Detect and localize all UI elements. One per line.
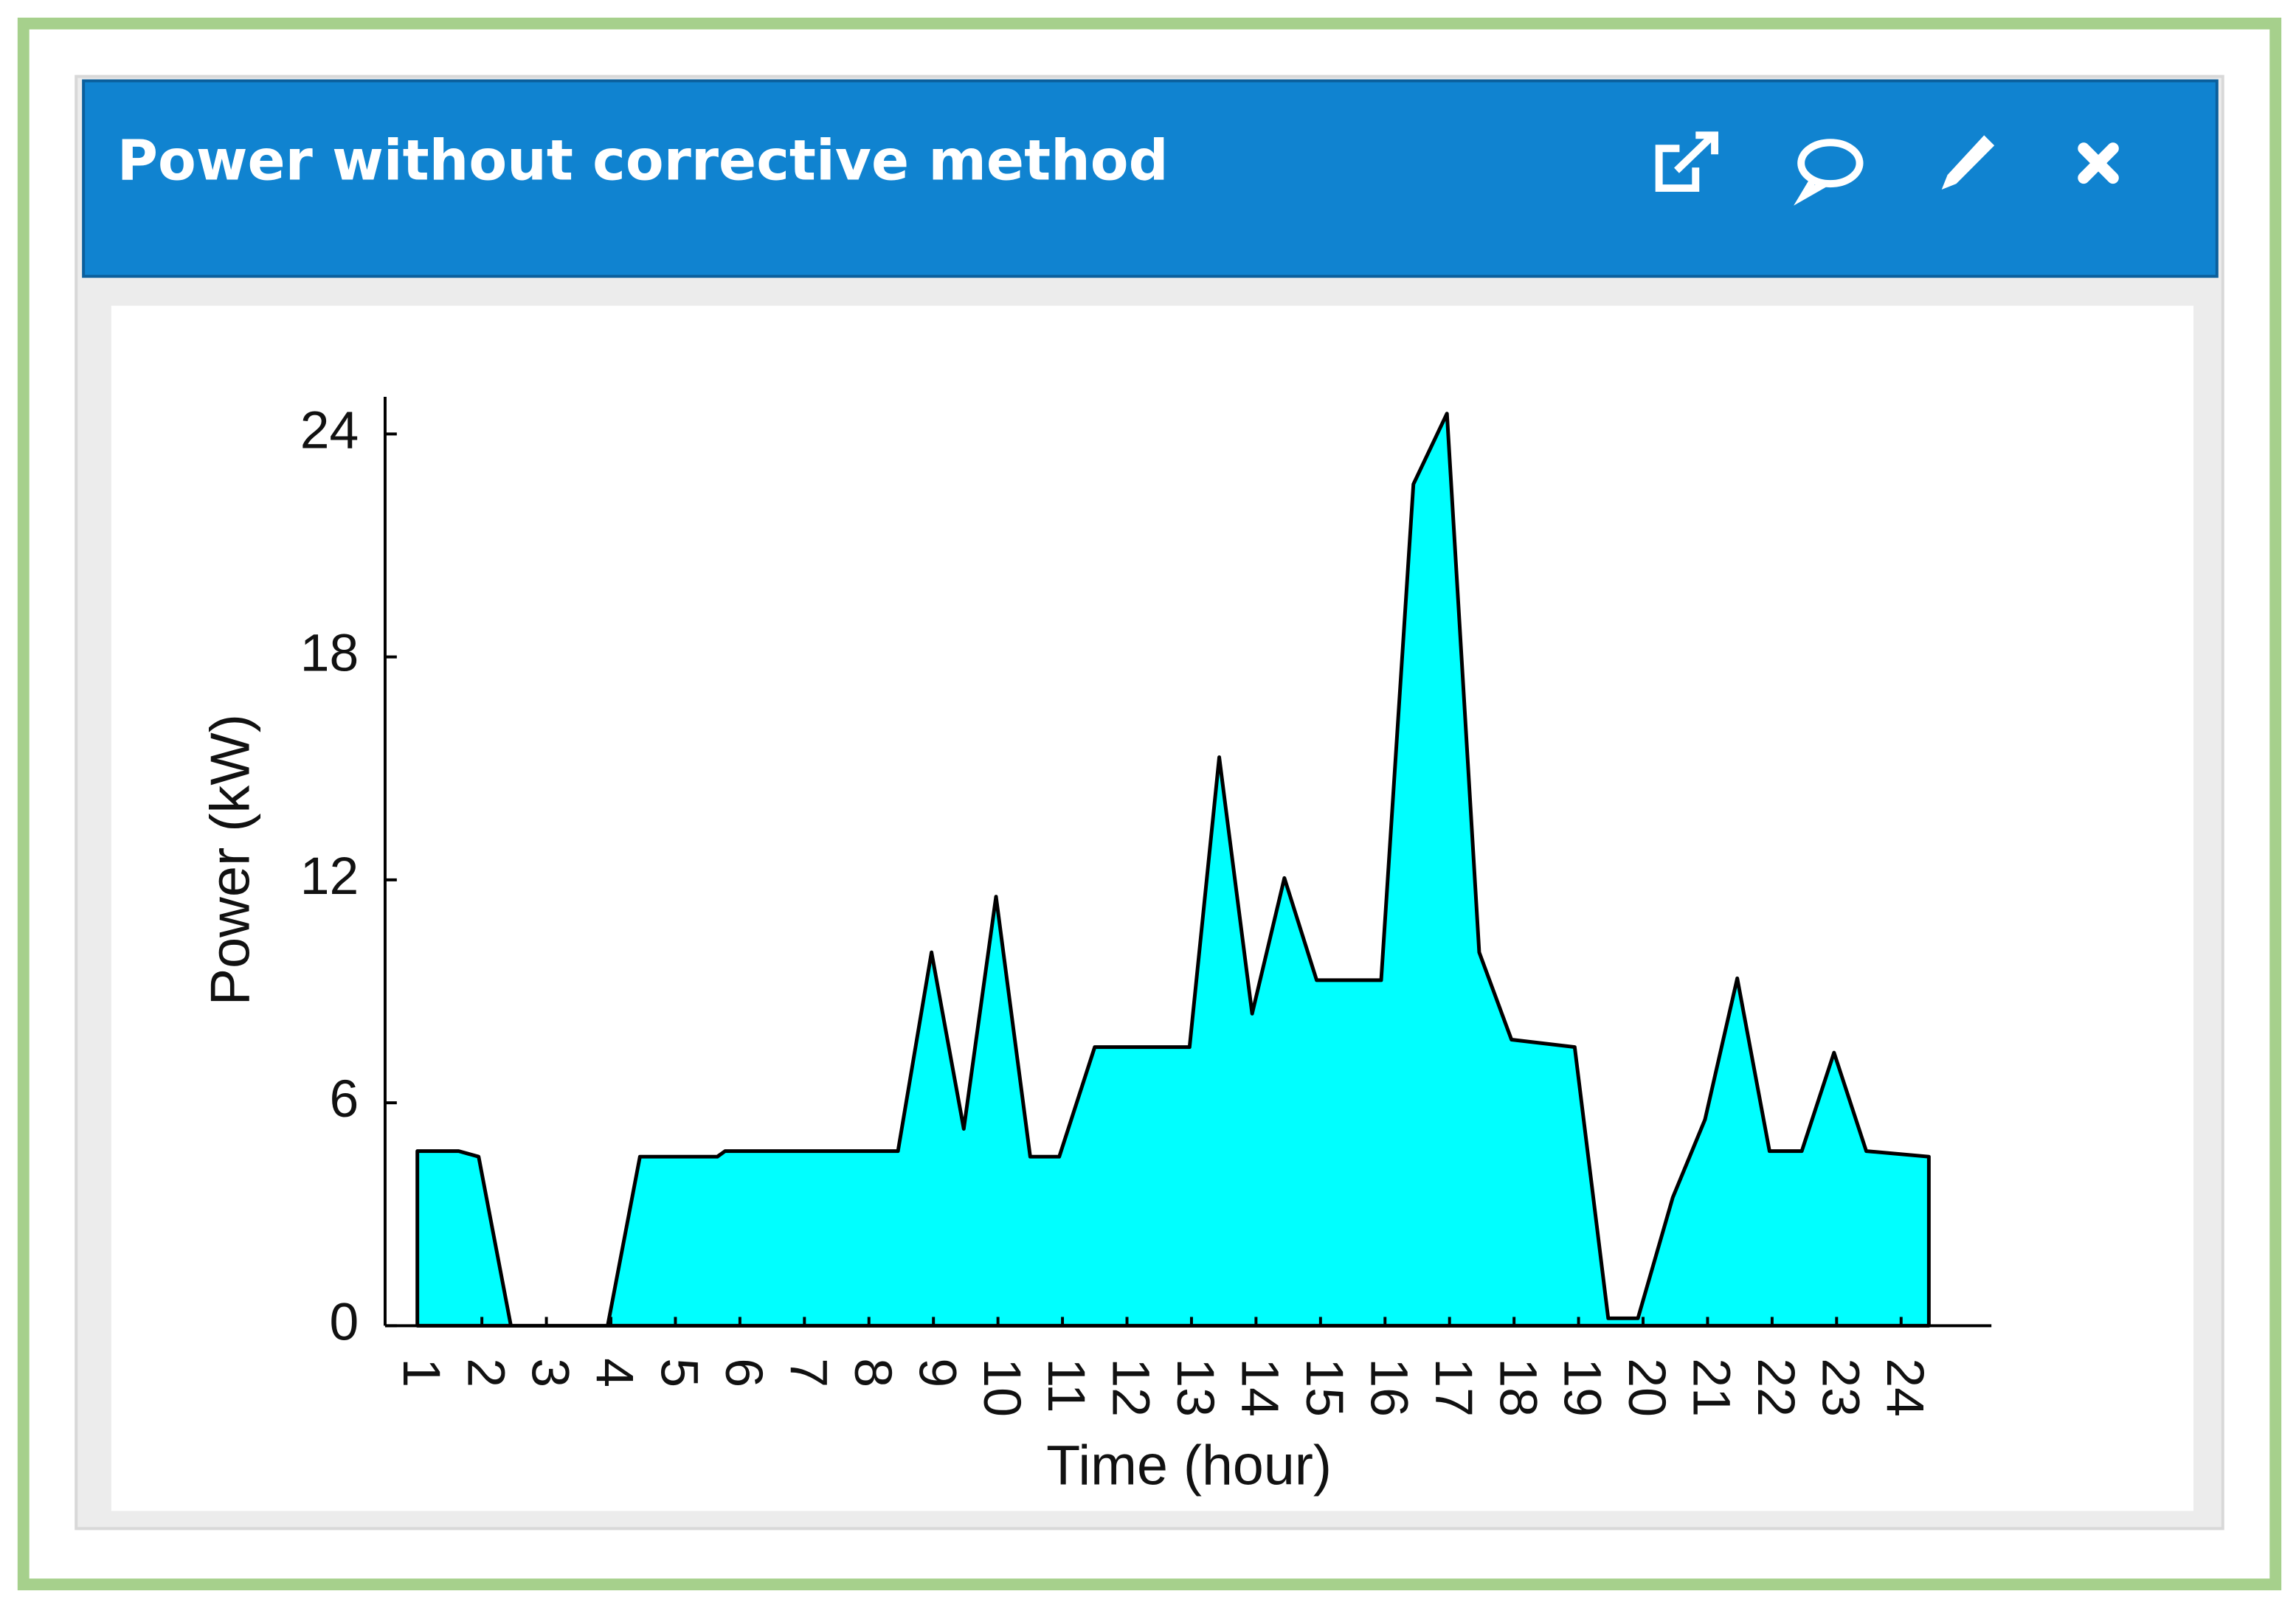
x-tick-label: 9 — [907, 1358, 967, 1387]
x-tick-label: 15 — [1295, 1358, 1354, 1417]
x-tick-label: 8 — [843, 1358, 902, 1387]
x-tick-label: 18 — [1488, 1358, 1547, 1417]
x-tick-label: 12 — [1102, 1358, 1161, 1417]
x-axis-label: Time (hour) — [1046, 1435, 1332, 1497]
x-tick-label: 20 — [1617, 1358, 1676, 1417]
x-tick-label: 21 — [1682, 1358, 1741, 1417]
y-tick-label: 24 — [300, 401, 359, 460]
comment-icon[interactable] — [1794, 139, 1864, 206]
edit-icon[interactable] — [1941, 135, 1995, 190]
area — [415, 412, 1931, 1328]
x-tick-label: 10 — [972, 1358, 1031, 1417]
x-tick-label: 7 — [778, 1358, 837, 1387]
close-icon[interactable] — [2078, 142, 2119, 184]
y-tick-label: 18 — [300, 623, 359, 682]
x-tick-label: 22 — [1746, 1358, 1805, 1417]
x-tick-label: 19 — [1553, 1358, 1612, 1417]
widget-title: Power without corrective method — [117, 128, 1169, 193]
x-tick-label: 2 — [456, 1358, 515, 1387]
x-tick-label: 13 — [1166, 1358, 1225, 1417]
x-tick-label: 6 — [714, 1358, 773, 1387]
x-tick-label: 1 — [392, 1358, 451, 1387]
x-tick-label: 17 — [1424, 1358, 1483, 1417]
widget-header — [82, 79, 2219, 278]
x-tick-label: 14 — [1231, 1358, 1290, 1417]
x-tick-label: 23 — [1811, 1358, 1870, 1417]
x-tick-label: 11 — [1037, 1358, 1096, 1412]
open-icon[interactable] — [1655, 131, 1719, 193]
y-tick-label: 6 — [330, 1070, 359, 1129]
y-tick-label: 0 — [330, 1292, 359, 1351]
chart-area — [111, 305, 2194, 1511]
x-tick-label: 4 — [585, 1358, 644, 1387]
x-tick-label: 5 — [650, 1358, 709, 1387]
x-tick-label: 16 — [1359, 1358, 1418, 1417]
y-axis-label: Power (kW) — [200, 714, 262, 1005]
x-tick-label: 3 — [521, 1358, 580, 1387]
y-tick-label: 12 — [300, 847, 359, 906]
x-tick-label: 24 — [1875, 1358, 1934, 1417]
